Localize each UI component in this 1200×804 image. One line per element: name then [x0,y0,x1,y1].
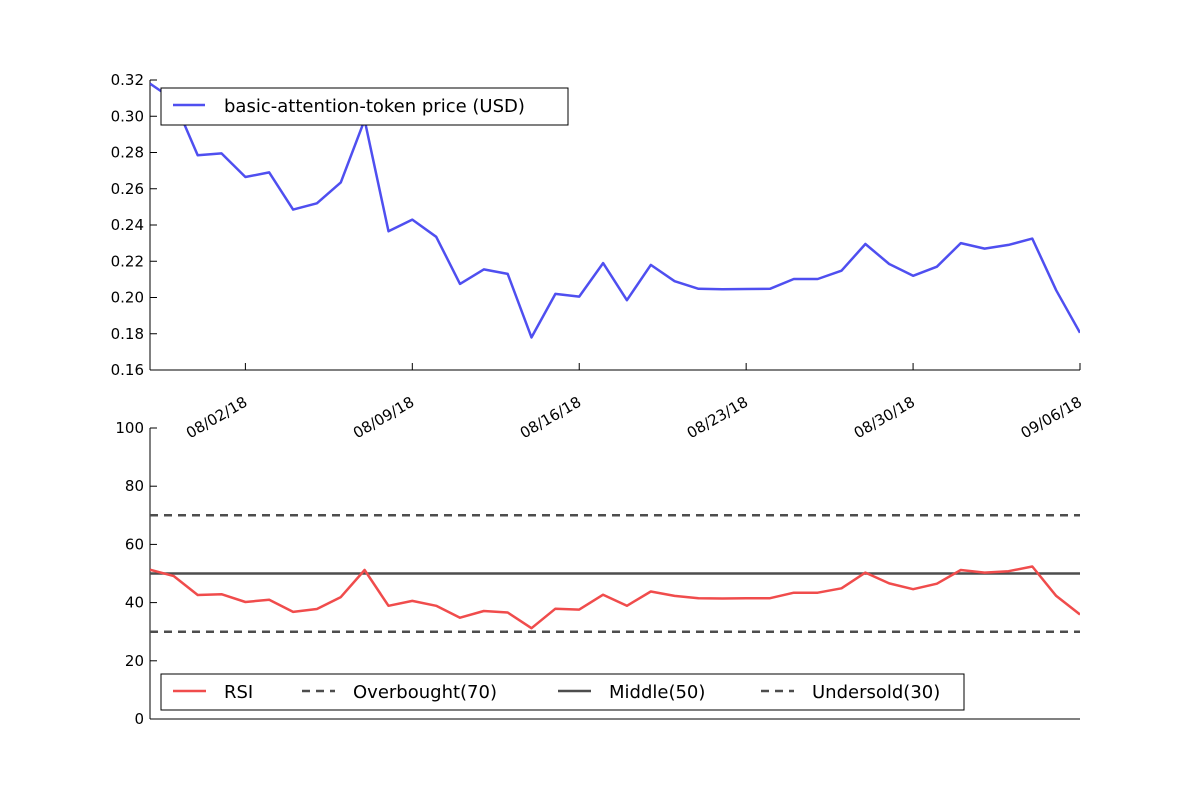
x-tick-label: 08/02/18 [183,393,250,442]
legend-label: basic-attention-token price (USD) [224,96,525,117]
x-tick-label: 08/30/18 [851,393,918,442]
y-tick-label: 0.30 [111,107,144,125]
y-tick-label: 0.18 [111,325,144,343]
y-tick-label: 0 [134,710,144,728]
legend-label: Overbought(70) [353,682,497,703]
price-legend: basic-attention-token price (USD) [160,87,569,126]
x-tick-label: 09/06/18 [1018,393,1085,442]
x-tick-label: 08/16/18 [517,393,584,442]
legend-box [160,87,569,126]
y-tick-label: 0.16 [111,361,144,379]
series-line [150,82,1080,339]
y-tick-label: 80 [125,477,144,495]
y-tick-label: 100 [115,419,144,437]
y-tick-label: 40 [125,594,144,612]
price-panel: 0.16 0.18 0.20 0.22 0.24 0.26 0.28 0.30 0.32 08/0… [111,71,1085,442]
rsi-panel: 0 20 40 60 80 100 [115,419,1080,728]
y-tick-label: 0.28 [111,144,144,162]
legend-label: RSI [224,682,253,703]
rsi-legend: RSI Overbought(70) Middle(50) Undersold(30) [160,673,965,711]
y-tick-label: 0.20 [111,289,144,307]
y-tick-label: 60 [125,535,144,553]
y-tick-label: 0.22 [111,252,144,270]
legend-label: Middle(50) [609,682,705,703]
y-tick-label: 0.32 [111,71,144,89]
y-tick-label: 0.24 [111,216,144,234]
y-tick-label: 0.26 [111,180,144,198]
x-tick-label: 08/09/18 [350,393,417,442]
y-tick-label: 20 [125,652,144,670]
series-line [150,565,1080,630]
x-tick-label: 08/23/18 [684,393,751,442]
legend-label: Undersold(30) [812,682,940,703]
